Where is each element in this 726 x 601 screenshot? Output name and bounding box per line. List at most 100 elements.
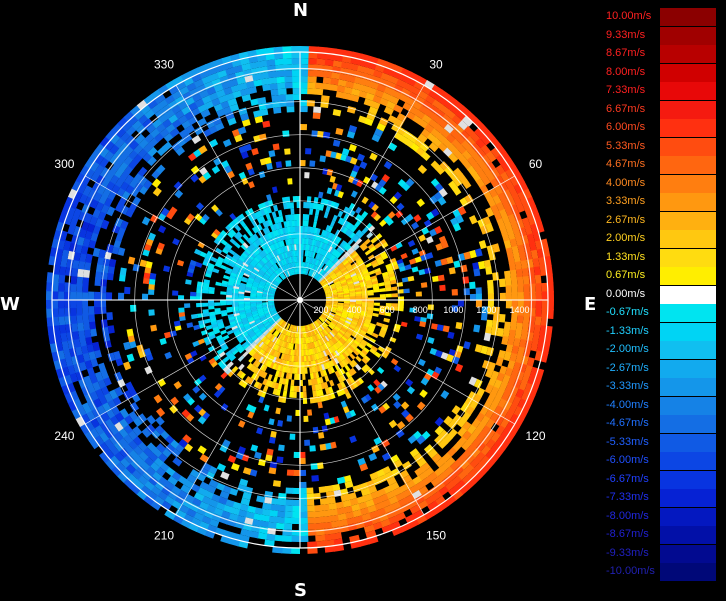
radar-bin <box>262 329 269 335</box>
radar-bin <box>366 342 373 349</box>
radar-bin <box>345 221 352 229</box>
radar-bin <box>275 331 280 338</box>
radar-bin <box>291 45 302 53</box>
radar-bin <box>356 153 366 162</box>
radar-bin <box>401 409 410 418</box>
radar-bin <box>430 476 442 487</box>
radar-bin <box>311 322 316 329</box>
radar-bin <box>256 253 263 260</box>
radar-bin <box>485 368 494 379</box>
radar-bin <box>352 82 363 91</box>
radar-bin <box>282 202 288 210</box>
radar-bin <box>515 322 523 333</box>
radar-bin <box>317 431 325 439</box>
radar-bin <box>351 274 358 280</box>
radar-bin <box>265 379 271 387</box>
radar-bin <box>318 358 324 365</box>
radar-bin <box>336 323 343 329</box>
radar-bin <box>530 249 539 261</box>
radar-bin <box>272 264 278 271</box>
radar-bin <box>255 338 262 345</box>
radar-bin <box>545 325 553 337</box>
radar-bin <box>266 347 272 354</box>
radar-bin <box>239 372 246 380</box>
radar-bin <box>250 289 258 293</box>
radar-bin <box>82 298 89 308</box>
radar-bin <box>504 367 514 378</box>
radar-bin <box>281 320 286 327</box>
radar-bin <box>335 507 346 515</box>
radar-bin <box>317 254 323 261</box>
legend-swatch <box>660 396 716 415</box>
radar-bin <box>371 181 379 190</box>
radar-bin <box>338 338 345 345</box>
radar-bin <box>348 144 357 152</box>
radar-bin <box>248 275 256 280</box>
radar-bin <box>324 290 331 293</box>
radar-bin <box>283 58 293 65</box>
radar-bin <box>258 324 265 330</box>
radar-bin <box>277 339 283 346</box>
radar-bin <box>252 359 259 367</box>
radar-bin <box>371 332 379 339</box>
radar-bin <box>278 444 285 452</box>
radar-bin <box>332 242 339 249</box>
radar-bin <box>252 326 259 332</box>
radar-bin <box>490 326 499 336</box>
radar-bin <box>468 214 478 225</box>
radar-bin <box>361 295 368 299</box>
radar-bin <box>292 226 296 233</box>
radar-bin <box>237 446 246 455</box>
radar-bin <box>229 274 237 279</box>
radar-bin <box>329 441 337 449</box>
radar-bin <box>270 335 276 342</box>
radar-bin <box>252 335 259 342</box>
radar-bin <box>509 238 518 249</box>
radar-bin <box>251 147 259 156</box>
radar-bin <box>322 311 329 316</box>
radar-bin <box>259 314 266 318</box>
radar-bin <box>353 329 361 335</box>
radar-bin <box>434 434 444 445</box>
radar-bin <box>98 362 107 373</box>
radar-bin <box>341 258 348 265</box>
radar-bin <box>285 214 290 222</box>
radar-bin <box>475 287 482 295</box>
radar-bin <box>88 350 97 361</box>
radar-bin <box>237 269 245 275</box>
radar-bin <box>236 274 243 279</box>
radar-bin <box>275 516 285 524</box>
radar-bin <box>322 264 328 271</box>
radar-bin <box>229 103 240 113</box>
radar-bin <box>273 256 279 263</box>
radar-bin <box>297 361 300 368</box>
radar-bin <box>358 507 370 516</box>
radar-bin <box>82 291 89 300</box>
radar-bin <box>353 280 360 285</box>
radar-bin <box>265 353 271 361</box>
radar-bin <box>321 425 328 433</box>
radar-bin <box>242 261 249 268</box>
radar-bin <box>358 317 366 322</box>
radar-bin <box>215 281 222 287</box>
radar-bin <box>507 336 515 347</box>
radar-bin <box>369 81 380 90</box>
radar-bin <box>331 532 343 540</box>
radar-bin <box>345 517 356 526</box>
radar-bin <box>331 275 338 281</box>
radar-bin <box>114 386 124 397</box>
range-tick-label: 1200 <box>476 305 496 315</box>
radar-bin <box>330 264 337 270</box>
radar-bin <box>316 58 327 66</box>
radar-bin <box>261 371 268 379</box>
radar-bin <box>90 357 99 368</box>
radar-bin <box>404 264 412 271</box>
radar-bin <box>427 500 439 512</box>
radar-bin <box>351 276 359 282</box>
radar-bin <box>440 351 449 360</box>
radar-bin <box>409 504 421 515</box>
radar-bin <box>350 272 357 278</box>
radar-bin <box>250 301 257 304</box>
radar-bin <box>354 309 362 314</box>
radar-bin <box>294 220 298 227</box>
